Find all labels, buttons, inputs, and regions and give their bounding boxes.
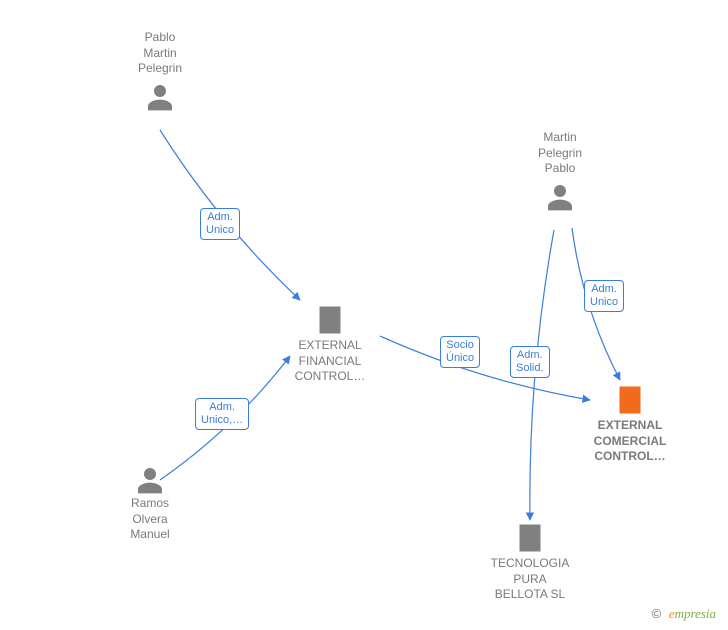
edge-label-adm-unico-1: Adm.Unico xyxy=(200,208,240,240)
node-person-pablo: Pablo Martin Pelegrin xyxy=(110,30,210,113)
person-icon xyxy=(544,181,576,213)
node-label: EXTERNAL COMERCIAL CONTROL… xyxy=(580,418,680,465)
node-company-tecnologia: TECNOLOGIA PURA BELLOTA SL xyxy=(480,516,580,603)
node-company-external-comercial: EXTERNAL COMERCIAL CONTROL… xyxy=(580,378,680,465)
building-icon xyxy=(312,302,348,338)
edge-label-socio-unico: SocioÚnico xyxy=(440,336,480,368)
node-label: Pablo Martin Pelegrin xyxy=(110,30,210,77)
node-person-martin: Martin Pelegrin Pablo xyxy=(510,130,610,213)
node-company-external-financial: EXTERNAL FINANCIAL CONTROL… xyxy=(280,298,380,385)
brand-rest: mpresia xyxy=(675,606,716,621)
person-icon xyxy=(134,464,166,496)
edge-label-adm-unico-2: Adm.Unico,… xyxy=(195,398,249,430)
node-label: Ramos Olvera Manuel xyxy=(100,496,200,543)
edge-label-adm-unico-3: Adm.Unico xyxy=(584,280,624,312)
building-icon xyxy=(512,520,548,556)
footer-attribution: © empresia xyxy=(652,606,716,622)
person-icon xyxy=(144,81,176,113)
edge-label-adm-solid: Adm.Solid. xyxy=(510,346,550,378)
node-label: EXTERNAL FINANCIAL CONTROL… xyxy=(280,338,380,385)
building-icon xyxy=(612,382,648,418)
edge-e3 xyxy=(380,336,590,400)
node-label: Martin Pelegrin Pablo xyxy=(510,130,610,177)
node-person-ramos: Ramos Olvera Manuel xyxy=(100,460,200,543)
copyright-symbol: © xyxy=(652,606,662,621)
node-label: TECNOLOGIA PURA BELLOTA SL xyxy=(480,556,580,603)
